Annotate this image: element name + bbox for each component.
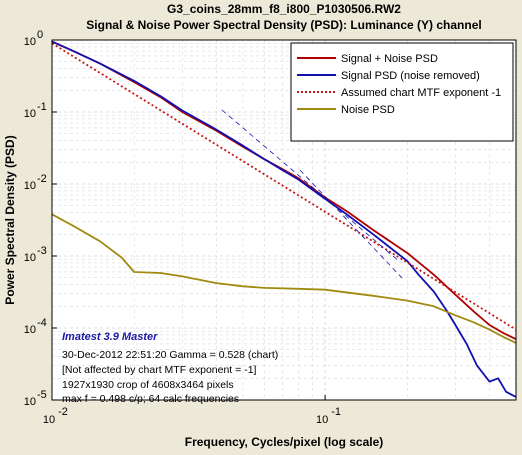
series-line-assumed-chart-mtf-exponent-1	[51, 42, 517, 331]
annotation-line-4: max f = 0.498 c/p; 64 calc frequencies	[62, 393, 239, 405]
legend-label-mtf: Assumed chart MTF exponent -1	[341, 87, 501, 99]
annotation-line-1: 30-Dec-2012 22:51:20 Gamma = 0.528 (char…	[62, 349, 278, 361]
x-tick-exponent: -2	[58, 406, 68, 418]
y-tick-label: 10	[24, 36, 36, 48]
y-tick-exponent: -4	[37, 317, 47, 329]
legend: Signal + Noise PSD Signal PSD (noise rem…	[290, 42, 514, 142]
diagonal-guide-1	[221, 109, 401, 263]
series-line-signal-noise-psd	[51, 40, 517, 341]
x-tick-label: 10	[316, 414, 328, 426]
y-axis-label: Power Spectral Density (PSD)	[3, 135, 17, 304]
legend-label-signal: Signal PSD (noise removed)	[341, 70, 480, 82]
y-tick-exponent: 0	[37, 29, 43, 41]
legend-label-signal-noise: Signal + Noise PSD	[341, 53, 438, 65]
chart-title: G3_coins_28mm_f8_i800_P1030506.RW2	[167, 2, 401, 16]
annotation-line-2: [Not affected by chart MTF exponent = -1…	[62, 364, 257, 376]
annotation-heading: Imatest 3.9 Master	[62, 331, 158, 343]
legend-label-noise: Noise PSD	[341, 104, 395, 116]
annotation-line-3: 1927x1930 crop of 4608x3464 pixels	[62, 379, 234, 391]
y-tick-exponent: -3	[37, 245, 47, 257]
x-axis-label: Frequency, Cycles/pixel (log scale)	[185, 435, 384, 449]
series-line-noise-psd	[51, 213, 517, 344]
annotation-block: Imatest 3.9 Master 30-Dec-2012 22:51:20 …	[62, 331, 278, 405]
y-tick-label: 10	[24, 252, 36, 264]
x-tick-exponent: -1	[331, 406, 341, 418]
legend-box	[290, 42, 514, 142]
y-tick-exponent: -5	[37, 389, 47, 401]
diagonal-guide-2	[299, 169, 403, 279]
series-line-signal-psd-noise-removed	[51, 40, 517, 398]
y-tick-exponent: -2	[37, 173, 47, 185]
y-tick-exponent: -1	[37, 101, 47, 113]
chart-subtitle: Signal & Noise Power Spectral Density (P…	[86, 18, 481, 32]
y-tick-label: 10	[24, 108, 36, 120]
plot-frame	[51, 39, 517, 401]
y-tick-label: 10	[24, 396, 36, 408]
y-tick-label: 10	[24, 324, 36, 336]
x-tick-label: 10	[43, 414, 55, 426]
y-tick-label: 10	[24, 180, 36, 192]
series-layer	[51, 40, 517, 398]
